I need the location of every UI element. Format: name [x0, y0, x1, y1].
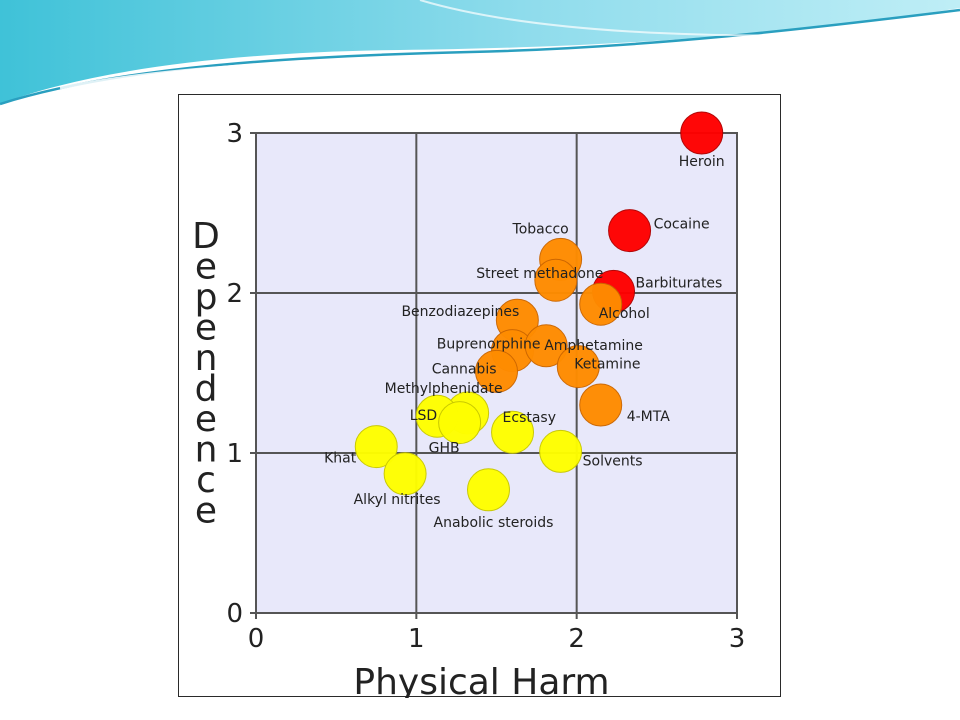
- y-axis-title-letter: e: [195, 247, 217, 288]
- data-point: [579, 383, 623, 427]
- y-axis-title-letter: d: [195, 369, 218, 410]
- data-point-label: Tobacco: [512, 221, 569, 237]
- data-point-label: Cocaine: [654, 217, 710, 233]
- x-tick-label: 3: [729, 624, 746, 654]
- y-axis-title-letter: e: [195, 491, 217, 532]
- point-labels: Heroin Cocaine Barbiturates Tobacco Street m…: [324, 154, 725, 531]
- data-point: [524, 324, 568, 368]
- data-point: [579, 282, 623, 326]
- chart-frame: 0 1 2 3 0 1 2 3 Heroin Cocaine Barbiturates Tobacc…: [178, 94, 781, 698]
- y-tick-label: 1: [226, 439, 243, 469]
- y-axis-title-letter: e: [195, 399, 217, 440]
- y-axis-title-letter: p: [195, 277, 218, 318]
- y-axis-title-letter: n: [195, 338, 218, 379]
- data-point: [680, 111, 724, 155]
- tick-labels: 0 1 2 3 0 1 2 3: [226, 119, 745, 654]
- data-point-label: LSD: [410, 408, 437, 424]
- y-tick-label: 2: [226, 279, 243, 309]
- data-point-label: Barbiturates: [636, 275, 723, 291]
- data-point: [608, 209, 652, 253]
- data-point-label: Ecstasy: [503, 410, 556, 426]
- data-point: [491, 410, 535, 454]
- data-point-label: Cannabis: [432, 361, 497, 377]
- data-point-label: 4-MTA: [627, 409, 671, 425]
- data-point-label: Anabolic steroids: [434, 515, 554, 531]
- x-tick-label: 2: [568, 624, 585, 654]
- data-point: [534, 258, 578, 302]
- data-point-label: Khat: [324, 451, 357, 467]
- x-axis-title: Physical Harm: [353, 662, 609, 698]
- data-point-label: Ketamine: [574, 357, 640, 373]
- y-axis-title-letter: e: [195, 308, 217, 349]
- data-point-label: Street methadone: [476, 266, 603, 282]
- data-point-label: Heroin: [679, 154, 725, 170]
- harm-dependence-scatter-chart: 0 1 2 3 0 1 2 3 Heroin Cocaine Barbiturates Tobacc…: [192, 111, 745, 698]
- y-axis-title-letter: D: [192, 216, 220, 257]
- data-point-label: Buprenorphine: [437, 337, 541, 353]
- data-point: [556, 345, 600, 389]
- data-point: [475, 349, 518, 393]
- grid-lines: [250, 132, 738, 619]
- data-point-label: Benzodiazepines: [401, 304, 519, 320]
- data-point: [383, 452, 427, 496]
- data-points: [354, 111, 724, 512]
- y-tick-label: 3: [226, 119, 243, 149]
- data-point: [466, 468, 510, 512]
- data-point: [354, 425, 398, 469]
- data-point: [539, 429, 583, 473]
- data-point-label: Methylphenidate: [385, 381, 503, 397]
- data-point-label: Alcohol: [599, 306, 650, 322]
- y-axis-title-letter: n: [195, 430, 218, 471]
- y-axis-title-letter: c: [196, 460, 216, 501]
- data-point-label: Alkyl nitrites: [354, 492, 441, 508]
- x-tick-label: 1: [408, 624, 425, 654]
- data-point-label: Amphetamine: [544, 338, 643, 354]
- x-tick-label: 0: [248, 624, 265, 654]
- data-point: [438, 401, 482, 445]
- data-point-label: Solvents: [583, 453, 643, 469]
- y-tick-label: 0: [226, 599, 243, 629]
- slide-header-swoosh: [0, 0, 960, 106]
- data-point-label: GHB: [429, 441, 460, 457]
